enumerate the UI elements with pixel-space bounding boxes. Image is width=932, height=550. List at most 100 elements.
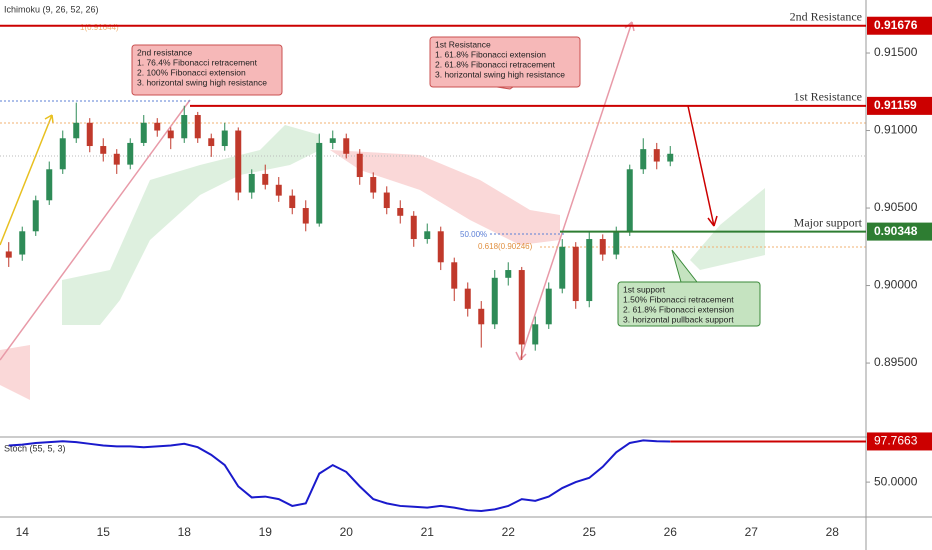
x-tick-label: 15 [97, 525, 111, 539]
y-tick-label: 0.89500 [874, 355, 918, 369]
indicator-title: Ichimoku (9, 26, 52, 26) [4, 4, 99, 14]
candle-body [100, 146, 107, 154]
annotation-text: 3. horizontal swing high resistance [435, 69, 565, 79]
candle-body [586, 239, 593, 302]
level-name: 1st Resistance [794, 90, 862, 104]
x-tick-label: 14 [16, 525, 30, 539]
candle-body [383, 192, 390, 209]
candle-body [545, 288, 552, 325]
level-name: Major support [794, 215, 863, 229]
annotation-text: 1st Resistance [435, 39, 491, 49]
fib-label: 50.00% [460, 230, 487, 239]
annotation-box [429, 36, 581, 88]
x-tick-label: 27 [745, 525, 759, 539]
candle-body [572, 246, 579, 302]
candle-body [275, 184, 282, 196]
level-name: 2nd Resistance [790, 9, 862, 23]
candle-body [59, 138, 66, 170]
annotation-text: 1st support [623, 284, 666, 294]
candle-body [167, 130, 174, 139]
trend-arrow [0, 114, 53, 246]
price-label: 0.91159 [874, 98, 917, 112]
y-tick-label: 0.90000 [874, 278, 918, 292]
annotation-box [131, 44, 283, 96]
candle-body [181, 115, 188, 139]
candle-body [653, 149, 660, 162]
annotation-text: 1.50% Fibonacci retracement [623, 294, 734, 304]
candle-body [19, 231, 26, 255]
x-tick-label: 18 [178, 525, 192, 539]
candle-body [532, 324, 539, 345]
candle-body [154, 122, 161, 131]
annotation-text: 1. 61.8% Fibonacci extension [435, 49, 546, 59]
candle-body [478, 308, 485, 325]
candle-body [127, 142, 134, 165]
x-tick-label: 22 [502, 525, 516, 539]
candle-body [410, 215, 417, 240]
candle-body [559, 246, 566, 289]
y-tick-label: 0.91000 [874, 123, 918, 137]
ichimoku-cloud-red [330, 150, 560, 245]
candle-body [302, 208, 309, 224]
ichimoku-cloud-red [0, 345, 30, 400]
candle-body [86, 122, 93, 147]
candle-body [208, 138, 215, 147]
candle-body [667, 153, 674, 162]
x-tick-label: 25 [583, 525, 597, 539]
y-tick-label: 0.90500 [874, 200, 918, 214]
indicator-title: Stoch (55, 5, 3) [4, 443, 66, 453]
callout-pointer [671, 249, 698, 283]
candle-body [221, 130, 228, 147]
candle-body [370, 177, 377, 193]
candle-body [73, 122, 80, 139]
candle-body [235, 130, 242, 193]
annotation-text: 1. 76.4% Fibonacci retracement [137, 57, 258, 67]
candle-body [505, 270, 512, 278]
candle-body [289, 195, 296, 209]
candle-body [599, 239, 606, 255]
price-label: 97.7663 [874, 434, 918, 448]
annotation-text: 2. 61.8% Fibonacci retracement [435, 59, 556, 69]
annotation-text: 2. 100% Fibonacci extension [137, 67, 246, 77]
fib-label: 1(0.91644) [80, 23, 119, 32]
price-label: 0.91676 [874, 18, 918, 32]
annotation-box [617, 281, 761, 327]
candle-body [5, 251, 12, 258]
annotation-text: 2nd resistance [137, 47, 193, 57]
projection-arrow [687, 105, 715, 227]
candle-body [262, 173, 269, 185]
candle-body [518, 270, 525, 345]
price-label-box [867, 16, 932, 35]
candle-body [343, 138, 350, 154]
y-tick-label: 0.91500 [874, 45, 918, 59]
annotation-text: 2. 61.8% Fibonacci extension [623, 304, 734, 314]
candle-body [464, 288, 471, 309]
trend-arrow [0, 99, 191, 361]
price-label-box [867, 96, 932, 115]
candle-body [32, 200, 39, 232]
candle-body [424, 231, 431, 240]
arrow-head [707, 215, 718, 227]
price-label-box [867, 432, 932, 451]
candle-body [316, 142, 323, 224]
candle-body [248, 173, 255, 193]
trend-arrow [519, 21, 633, 361]
x-tick-label: 20 [340, 525, 354, 539]
x-tick-label: 28 [826, 525, 840, 539]
candle-body [626, 169, 633, 232]
candle-body [451, 262, 458, 289]
fib-label: 0.618(0.90246) [478, 242, 533, 251]
x-tick-label: 21 [421, 525, 435, 539]
candle-body [437, 231, 444, 263]
candle-body [46, 169, 53, 201]
candle-body [329, 138, 336, 143]
x-tick-label: 26 [664, 525, 678, 539]
stoch-line [8, 439, 671, 513]
candle-body [491, 277, 498, 325]
price-label: 0.90348 [874, 224, 918, 238]
candle-body [140, 122, 147, 143]
x-tick-label: 19 [259, 525, 273, 539]
price-label-box [867, 222, 932, 241]
annotation-text: 3. horizontal swing high resistance [137, 77, 267, 87]
